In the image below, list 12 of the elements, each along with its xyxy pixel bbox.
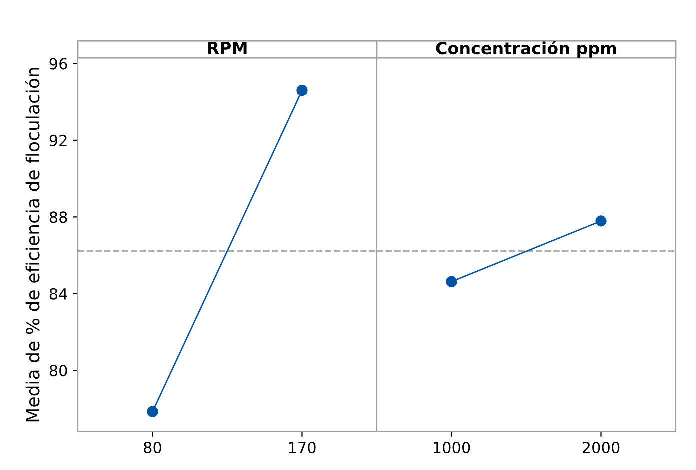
y-tick-label: 80: [50, 365, 68, 377]
y-tick-label: 84: [50, 288, 68, 300]
x-tick-label: 80: [144, 442, 162, 454]
chart-title: Concentración ppm: [436, 41, 616, 58]
chart-title: RPM: [208, 42, 247, 54]
y-tick-label: 88: [50, 212, 68, 224]
x-tick-label: 2000: [582, 442, 620, 454]
y-axis-title: Media de % de eficiencia de floculación: [25, 68, 40, 422]
x-tick-label: 1000: [434, 442, 470, 454]
y-tick-label: 96: [50, 58, 68, 70]
y-tick-label: 92: [50, 134, 67, 146]
x-tick-label: 170: [289, 442, 316, 454]
